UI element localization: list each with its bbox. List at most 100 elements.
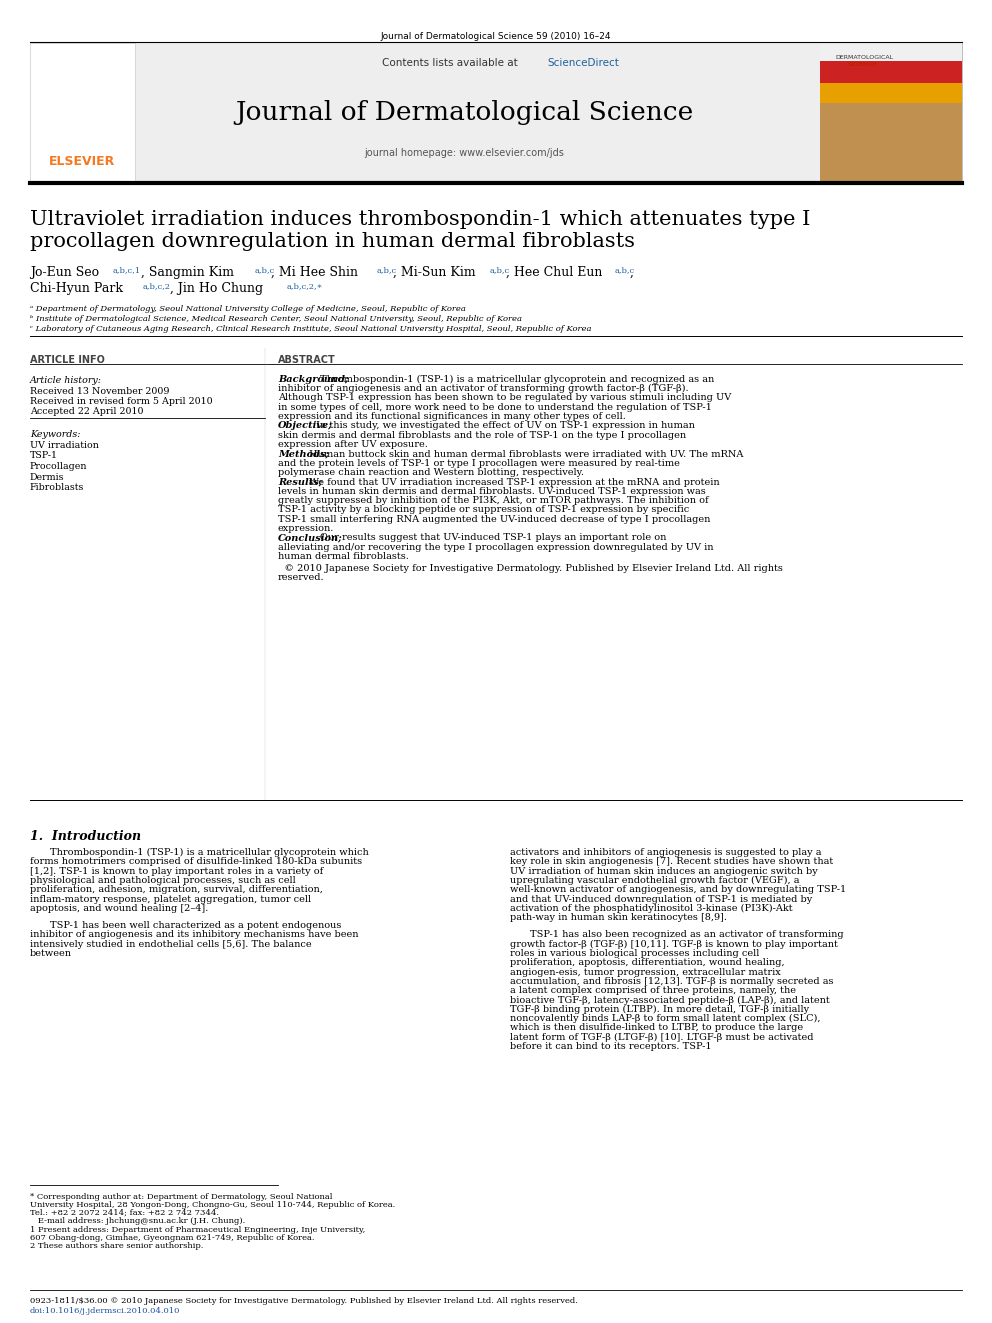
Text: reserved.: reserved. [278,573,324,582]
Text: a,b,c,1: a,b,c,1 [113,266,141,274]
Text: inflam-matory response, platelet aggregation, tumor cell: inflam-matory response, platelet aggrega… [30,894,311,904]
Text: noncovalently binds LAP-β to form small latent complex (SLC),: noncovalently binds LAP-β to form small … [510,1015,820,1023]
Text: a latent complex comprised of three proteins, namely, the: a latent complex comprised of three prot… [510,986,796,995]
Bar [108,44,820,183]
Text: in some types of cell, more work need to be done to understand the regulation of: in some types of cell, more work need to… [278,402,712,411]
Text: human dermal fibroblasts.: human dermal fibroblasts. [278,552,409,561]
Text: ᵇ Institute of Dermatological Science, Medical Research Center, Seoul National U: ᵇ Institute of Dermatological Science, M… [30,315,522,323]
Text: Jo-Eun Seo: Jo-Eun Seo [30,266,99,279]
Text: Although TSP-1 expression has been shown to be regulated by various stimuli incl: Although TSP-1 expression has been shown… [278,393,731,402]
Bar [30,44,135,183]
Text: doi:10.1016/j.jdermsci.2010.04.010: doi:10.1016/j.jdermsci.2010.04.010 [30,1307,181,1315]
Text: apoptosis, and wound healing [2–4].: apoptosis, and wound healing [2–4]. [30,904,208,913]
Text: forms homotrimers comprised of disulfide-linked 180-kDa subunits: forms homotrimers comprised of disulfide… [30,857,362,867]
Text: TSP-1 activity by a blocking peptide or suppression of TSP-1 expression by speci: TSP-1 activity by a blocking peptide or … [278,505,689,515]
Text: greatly suppressed by inhibition of the PI3K, Akt, or mTOR pathways. The inhibit: greatly suppressed by inhibition of the … [278,496,708,505]
Text: DERMATOLOGICAL: DERMATOLOGICAL [835,56,893,60]
Text: accumulation, and fibrosis [12,13]. TGF-β is normally secreted as: accumulation, and fibrosis [12,13]. TGF-… [510,976,833,986]
Text: expression.: expression. [278,524,334,533]
Text: roles in various biological processes including cell: roles in various biological processes in… [510,949,759,958]
Text: In this study, we investigated the effect of UV on TSP-1 expression in human: In this study, we investigated the effec… [316,422,695,430]
Text: alleviating and/or recovering the type I procollagen expression downregulated by: alleviating and/or recovering the type I… [278,542,713,552]
Text: Results;: Results; [278,478,322,487]
Text: 1 Present address: Department of Pharmaceutical Engineering, Inje University,: 1 Present address: Department of Pharmac… [30,1226,365,1234]
Bar [820,83,962,103]
Text: inhibitor of angiogenesis and an activator of transforming growth factor-β (TGF-: inhibitor of angiogenesis and an activat… [278,384,688,393]
Text: growth factor-β (TGF-β) [10,11]. TGF-β is known to play important: growth factor-β (TGF-β) [10,11]. TGF-β i… [510,939,838,949]
Text: Contents lists available at: Contents lists available at [382,58,521,67]
Text: latent form of TGF-β (LTGF-β) [10]. LTGF-β must be activated: latent form of TGF-β (LTGF-β) [10]. LTGF… [510,1033,813,1041]
Text: TSP-1 has also been recognized as an activator of transforming: TSP-1 has also been recognized as an act… [530,930,843,939]
Text: inhibitor of angiogenesis and its inhibitory mechanisms have been: inhibitor of angiogenesis and its inhibi… [30,930,358,939]
Text: UV irradiation: UV irradiation [30,441,99,450]
Text: Received in revised form 5 April 2010: Received in revised form 5 April 2010 [30,397,212,406]
Text: expression after UV exposure.: expression after UV exposure. [278,441,428,448]
Text: Dermis: Dermis [30,472,64,482]
Text: a,b,c: a,b,c [377,266,397,274]
Text: [1,2]. TSP-1 is known to play important roles in a variety of: [1,2]. TSP-1 is known to play important … [30,867,323,876]
Text: ARTICLE INFO: ARTICLE INFO [30,355,105,365]
Text: TSP-1: TSP-1 [30,451,58,460]
Text: , Hee Chul Eun: , Hee Chul Eun [506,266,602,279]
Text: physiological and pathological processes, such as cell: physiological and pathological processes… [30,876,296,885]
Text: path-way in human skin keratinocytes [8,9].: path-way in human skin keratinocytes [8,… [510,913,727,922]
Bar [820,44,962,183]
Text: bioactive TGF-β, latency-associated peptide-β (LAP-β), and latent: bioactive TGF-β, latency-associated pept… [510,995,829,1004]
Bar [820,103,962,183]
Text: We found that UV irradiation increased TSP-1 expression at the mRNA and protein: We found that UV irradiation increased T… [309,478,719,487]
Text: journal homepage: www.elsevier.com/jds: journal homepage: www.elsevier.com/jds [364,148,563,157]
Text: , Jin Ho Chung: , Jin Ho Chung [170,282,263,295]
Text: Journal of Dermatological Science: Journal of Dermatological Science [235,101,693,124]
Text: a,b,c,2,∗: a,b,c,2,∗ [287,282,323,290]
Text: a,b,c: a,b,c [490,266,510,274]
Text: proliferation, apoptosis, differentiation, wound healing,: proliferation, apoptosis, differentiatio… [510,958,785,967]
Text: TGF-β binding protein (LTBP). In more detail, TGF-β initially: TGF-β binding protein (LTBP). In more de… [510,1004,809,1013]
Text: well-known activator of angiogenesis, and by downregulating TSP-1: well-known activator of angiogenesis, an… [510,885,846,894]
Text: before it can bind to its receptors. TSP-1: before it can bind to its receptors. TSP… [510,1043,711,1050]
Text: intensively studied in endothelial cells [5,6]. The balance: intensively studied in endothelial cells… [30,939,311,949]
Text: ᵃ Department of Dermatology, Seoul National University College of Medicine, Seou: ᵃ Department of Dermatology, Seoul Natio… [30,306,466,314]
Text: a,b,c,2: a,b,c,2 [143,282,171,290]
Text: Ultraviolet irradiation induces thrombospondin-1 which attenuates type I: Ultraviolet irradiation induces thrombos… [30,210,810,229]
Text: Human buttock skin and human dermal fibroblasts were irradiated with UV. The mRN: Human buttock skin and human dermal fibr… [309,450,743,459]
Text: , Sangmin Kim: , Sangmin Kim [141,266,234,279]
Text: proliferation, adhesion, migration, survival, differentiation,: proliferation, adhesion, migration, surv… [30,885,322,894]
Text: between: between [30,949,72,958]
Text: procollagen downregulation in human dermal fibroblasts: procollagen downregulation in human derm… [30,232,635,251]
Text: Background;: Background; [278,374,348,384]
Text: which is then disulfide-linked to LTBP, to produce the large: which is then disulfide-linked to LTBP, … [510,1024,804,1032]
Text: Accepted 22 April 2010: Accepted 22 April 2010 [30,407,144,415]
Text: 607 Obang-dong, Gimhae, Gyeongnam 621-749, Republic of Korea.: 607 Obang-dong, Gimhae, Gyeongnam 621-74… [30,1234,314,1242]
Text: and that UV-induced downregulation of TSP-1 is mediated by: and that UV-induced downregulation of TS… [510,894,812,904]
Text: Fibroblasts: Fibroblasts [30,483,84,492]
Text: TSP-1 has been well characterized as a potent endogenous: TSP-1 has been well characterized as a p… [50,921,341,930]
Text: Methods;: Methods; [278,450,329,459]
Bar [820,61,962,83]
Text: Thrombospondin-1 (TSP-1) is a matricellular glycoprotein which: Thrombospondin-1 (TSP-1) is a matricellu… [50,848,369,857]
Bar [820,44,962,61]
Text: Received 13 November 2009: Received 13 November 2009 [30,388,170,396]
Text: skin dermis and dermal fibroblasts and the role of TSP-1 on the type I procollag: skin dermis and dermal fibroblasts and t… [278,431,686,439]
Text: upregulating vascular endothelial growth factor (VEGF), a: upregulating vascular endothelial growth… [510,876,800,885]
Text: , Mi-Sun Kim: , Mi-Sun Kim [393,266,475,279]
Text: levels in human skin dermis and dermal fibroblasts. UV-induced TSP-1 expression : levels in human skin dermis and dermal f… [278,487,705,496]
Text: ELSEVIER: ELSEVIER [49,155,115,168]
Text: and the protein levels of TSP-1 or type I procollagen were measured by real-time: and the protein levels of TSP-1 or type … [278,459,680,468]
Text: TSP-1 small interfering RNA augmented the UV-induced decrease of type I procolla: TSP-1 small interfering RNA augmented th… [278,515,710,524]
Text: ScienceDirect: ScienceDirect [547,58,619,67]
Text: UV irradiation of human skin induces an angiogenic switch by: UV irradiation of human skin induces an … [510,867,817,876]
Text: ᶜ Laboratory of Cutaneous Aging Research, Clinical Research Institute, Seoul Nat: ᶜ Laboratory of Cutaneous Aging Research… [30,325,591,333]
Text: activation of the phosphatidylinositol 3-kinase (PI3K)-Akt: activation of the phosphatidylinositol 3… [510,904,793,913]
Text: Procollagen: Procollagen [30,462,87,471]
Text: ABSTRACT: ABSTRACT [278,355,335,365]
Text: activators and inhibitors of angiogenesis is suggested to play a: activators and inhibitors of angiogenesi… [510,848,821,857]
Text: Keywords:: Keywords: [30,430,80,439]
Text: Objective;: Objective; [278,422,333,430]
Text: Our results suggest that UV-induced TSP-1 plays an important role on: Our results suggest that UV-induced TSP-… [320,533,667,542]
Text: a,b,c: a,b,c [615,266,635,274]
Text: a,b,c: a,b,c [255,266,275,274]
Text: E-mail address: jhchung@snu.ac.kr (J.H. Chung).: E-mail address: jhchung@snu.ac.kr (J.H. … [30,1217,245,1225]
Text: Article history:: Article history: [30,376,102,385]
Text: polymerase chain reaction and Western blotting, respectively.: polymerase chain reaction and Western bl… [278,468,584,478]
Text: Tel.: +82 2 2072 2414; fax: +82 2 742 7344.: Tel.: +82 2 2072 2414; fax: +82 2 742 73… [30,1209,219,1217]
